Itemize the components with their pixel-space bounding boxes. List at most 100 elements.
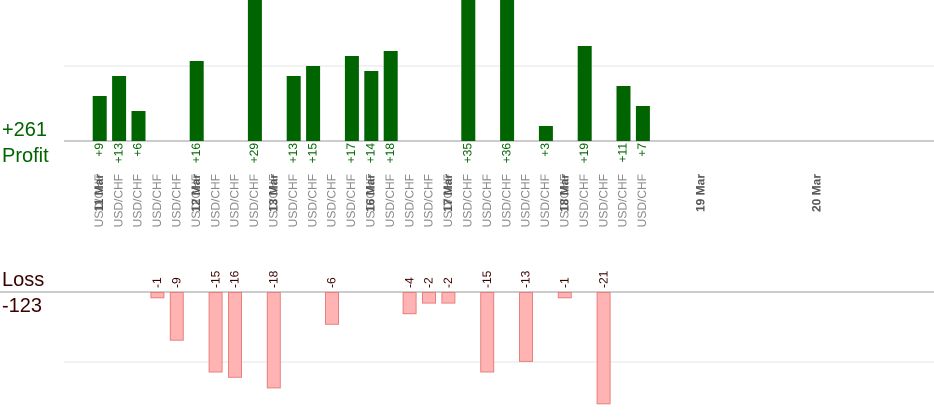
loss-value-label: -21: [596, 270, 610, 288]
pair-label: USD/CHF: [557, 174, 571, 227]
loss-bar: [266, 292, 281, 389]
profit-value-label: +17: [344, 143, 358, 164]
profit-bar: [247, 0, 262, 141]
pair-label: USD/CHF: [480, 174, 494, 227]
profit-label: Profit: [2, 145, 49, 167]
pair-label: USD/CHF: [402, 174, 416, 227]
pair-label: USD/CHF: [596, 174, 610, 227]
pair-label: USD/CHF: [344, 174, 358, 227]
loss-value-label: -1: [150, 277, 164, 288]
pair-label: USD/CHF: [325, 174, 339, 227]
loss-bars: [150, 292, 611, 405]
loss-value-label: -2: [422, 277, 436, 288]
loss-bar: [596, 292, 611, 405]
pair-label: USD/CHF: [208, 174, 222, 227]
profit-value-label: +13: [286, 143, 300, 164]
pair-label: USD/CHF: [286, 174, 300, 227]
date-label: 12 Mar: [189, 174, 203, 212]
loss-bar: [402, 292, 417, 315]
loss-bar: [480, 292, 495, 373]
profit-bar: [577, 46, 592, 141]
pair-label: USD/CHF: [305, 174, 319, 227]
pair-label: USD/CHF: [635, 174, 649, 227]
loss-value-label: -15: [208, 270, 222, 288]
loss-bar: [228, 292, 242, 378]
loss-bar: [422, 292, 436, 304]
profit-bar: [500, 0, 515, 141]
profit-value-label: +29: [247, 143, 261, 164]
pair-label: USD/CHF: [616, 174, 630, 227]
profit-bar: [383, 51, 398, 141]
loss-bar: [519, 292, 533, 362]
pair-label: USD/CHF: [499, 174, 513, 227]
loss-value-label: -15: [480, 270, 494, 288]
loss-value-label: -16: [228, 270, 242, 288]
pair-label: USD/CHF: [577, 174, 591, 227]
pair-label: USD/CHF: [441, 174, 455, 227]
loss-value-label: -1: [557, 277, 571, 288]
profit-bar: [131, 111, 146, 141]
date-label: 13 Mar: [266, 174, 280, 212]
profit-value-label: +35: [460, 143, 474, 164]
profit-value-label: +14: [363, 143, 377, 164]
pair-label: USD/CHF: [460, 174, 474, 227]
profit-bar: [616, 86, 631, 141]
date-label: 20 Mar: [810, 174, 824, 212]
loss-total: -123: [2, 295, 43, 317]
profit-value-label: +36: [499, 143, 513, 164]
loss-bar: [557, 292, 572, 299]
pair-label: USD/CHF: [266, 174, 280, 227]
pair-label: USD/CHF: [169, 174, 183, 227]
pair-label: USD/CHF: [150, 174, 164, 227]
pair-label: USD/CHF: [228, 174, 242, 227]
loss-value-label: -9: [169, 277, 183, 288]
loss-value-label: -18: [266, 270, 280, 288]
loss-bar: [208, 292, 223, 373]
profit-value-label: +11: [616, 143, 630, 163]
profit-total: +261: [2, 119, 48, 141]
pair-label: USD/CHF: [189, 174, 203, 227]
date-label: 18 Mar: [557, 174, 571, 212]
pair-label: USD/CHF: [247, 174, 261, 227]
profit-bar: [461, 0, 476, 141]
profit-value-label: +13: [111, 143, 125, 164]
profit-value-label: +15: [305, 143, 319, 164]
loss-bar: [150, 292, 165, 299]
pair-label: USD/CHF: [422, 174, 436, 227]
pair-label: USD/CHF: [538, 174, 552, 227]
trade-labels: +9 USD/CHF +13 USD/CHF +6 USD/CHF -1 USD/CHF -9 U…: [92, 143, 824, 288]
profit-value-label: +16: [189, 143, 203, 164]
profit-value-label: +6: [131, 143, 145, 157]
profit-bars: [92, 0, 650, 141]
loss-value-label: -6: [325, 277, 339, 288]
pair-label: USD/CHF: [519, 174, 533, 227]
profit-value-label: +18: [383, 143, 397, 164]
profit-bar: [344, 56, 359, 141]
pair-label: USD/CHF: [363, 174, 377, 227]
pair-label: USD/CHF: [111, 174, 125, 227]
date-label: 11 Mar: [92, 174, 106, 212]
profit-bar: [286, 76, 301, 141]
profit-value-label: +7: [635, 143, 649, 157]
profit-bar: [112, 76, 127, 141]
loss-value-label: -2: [441, 277, 455, 288]
date-label: 17 Mar: [441, 174, 455, 212]
date-label: 19 Mar: [693, 174, 707, 212]
pair-label: USD/CHF: [383, 174, 397, 227]
loss-bar: [441, 292, 456, 304]
profit-value-label: +3: [538, 143, 552, 157]
profit-bar: [92, 96, 107, 141]
loss-bar: [169, 292, 184, 341]
loss-value-label: -13: [519, 270, 533, 288]
date-label: 16 Mar: [363, 174, 377, 212]
profit-bar: [635, 106, 650, 141]
pair-label: USD/CHF: [131, 174, 145, 227]
pair-label: USD/CHF: [92, 174, 106, 227]
profit-value-label: +9: [92, 143, 106, 157]
loss-bar: [325, 292, 339, 325]
profit-value-label: +19: [577, 143, 591, 164]
profit-bar: [189, 61, 204, 141]
profit-bar: [538, 126, 553, 141]
profit-bar: [364, 71, 379, 141]
